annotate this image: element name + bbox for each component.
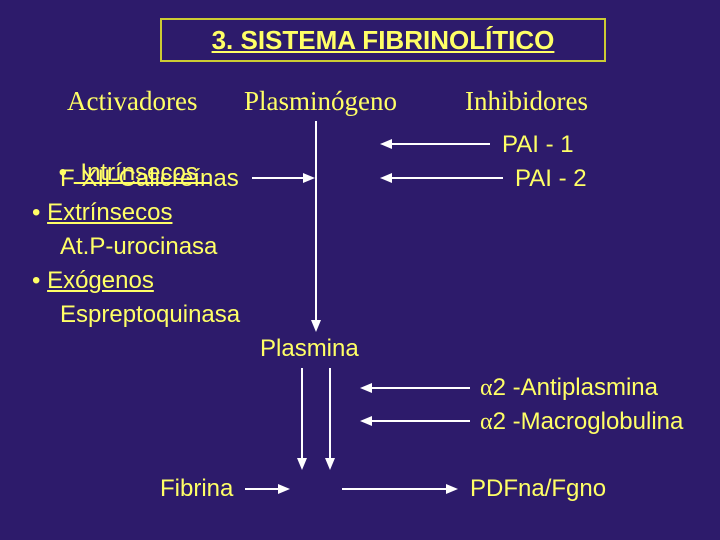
center-to-pdf-head — [446, 484, 458, 494]
a2anti-arrow-head — [360, 383, 372, 393]
pai2-arrow-head — [380, 173, 392, 183]
fibrina-to-center-head — [278, 484, 290, 494]
fxii-to-plasminogeno-head — [303, 173, 315, 183]
plasmina-down-left-head — [297, 458, 307, 470]
arrows-layer — [0, 0, 720, 540]
slide: 3. SISTEMA FIBRINOLÍTICO Activadores Pla… — [0, 0, 720, 540]
a2macro-arrow-head — [360, 416, 372, 426]
plasminogeno-to-plasmina-head — [311, 320, 321, 332]
pai1-arrow-head — [380, 139, 392, 149]
plasmina-down-right-head — [325, 458, 335, 470]
